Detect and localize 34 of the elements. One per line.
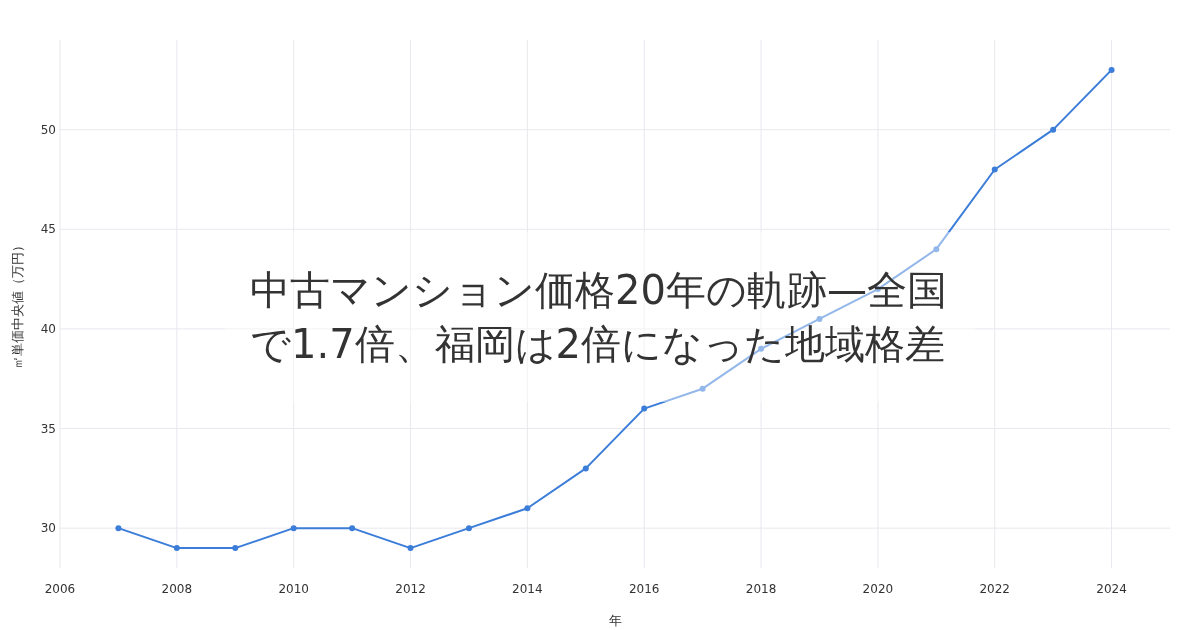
x-tick-label: 2012 [395, 582, 426, 596]
x-tick-label: 2016 [628, 582, 660, 596]
x-tick-label: 2022 [979, 582, 1011, 596]
point [991, 166, 998, 173]
point [641, 405, 648, 412]
y-tick-label: 40 [40, 321, 56, 336]
text: 中古マンション価格20年の軌跡—全国で1.7倍、福岡は2倍になった地域格差 [250, 266, 948, 369]
x-tick-label: 2006 [44, 582, 76, 596]
x-tick-label: 2008 [161, 582, 193, 596]
x-tick-label: 2018 [745, 582, 777, 596]
y-tick-label: 30 [40, 521, 56, 536]
x-tick-label: 2014 [512, 582, 543, 596]
point [232, 545, 239, 552]
point [582, 465, 589, 472]
y-axis-title: ㎡単価中央値（万円） [10, 239, 25, 369]
point [1050, 126, 1057, 133]
point [699, 385, 706, 392]
point [816, 315, 823, 322]
point [524, 505, 531, 512]
point [407, 545, 414, 552]
x-tick-label: 2010 [278, 582, 309, 596]
x-tick-label: 2024 [1096, 582, 1127, 596]
y-tick-label: 45 [40, 222, 56, 237]
point [173, 545, 180, 552]
point [115, 525, 122, 532]
point [465, 525, 472, 532]
point [1108, 66, 1115, 73]
point [290, 525, 297, 532]
x-axis-title: 年 [608, 613, 622, 628]
y-tick-label: 35 [40, 421, 56, 436]
y-tick-label: 50 [40, 122, 56, 137]
point [933, 246, 940, 253]
point [349, 525, 356, 532]
x-tick-label: 2020 [862, 582, 894, 596]
